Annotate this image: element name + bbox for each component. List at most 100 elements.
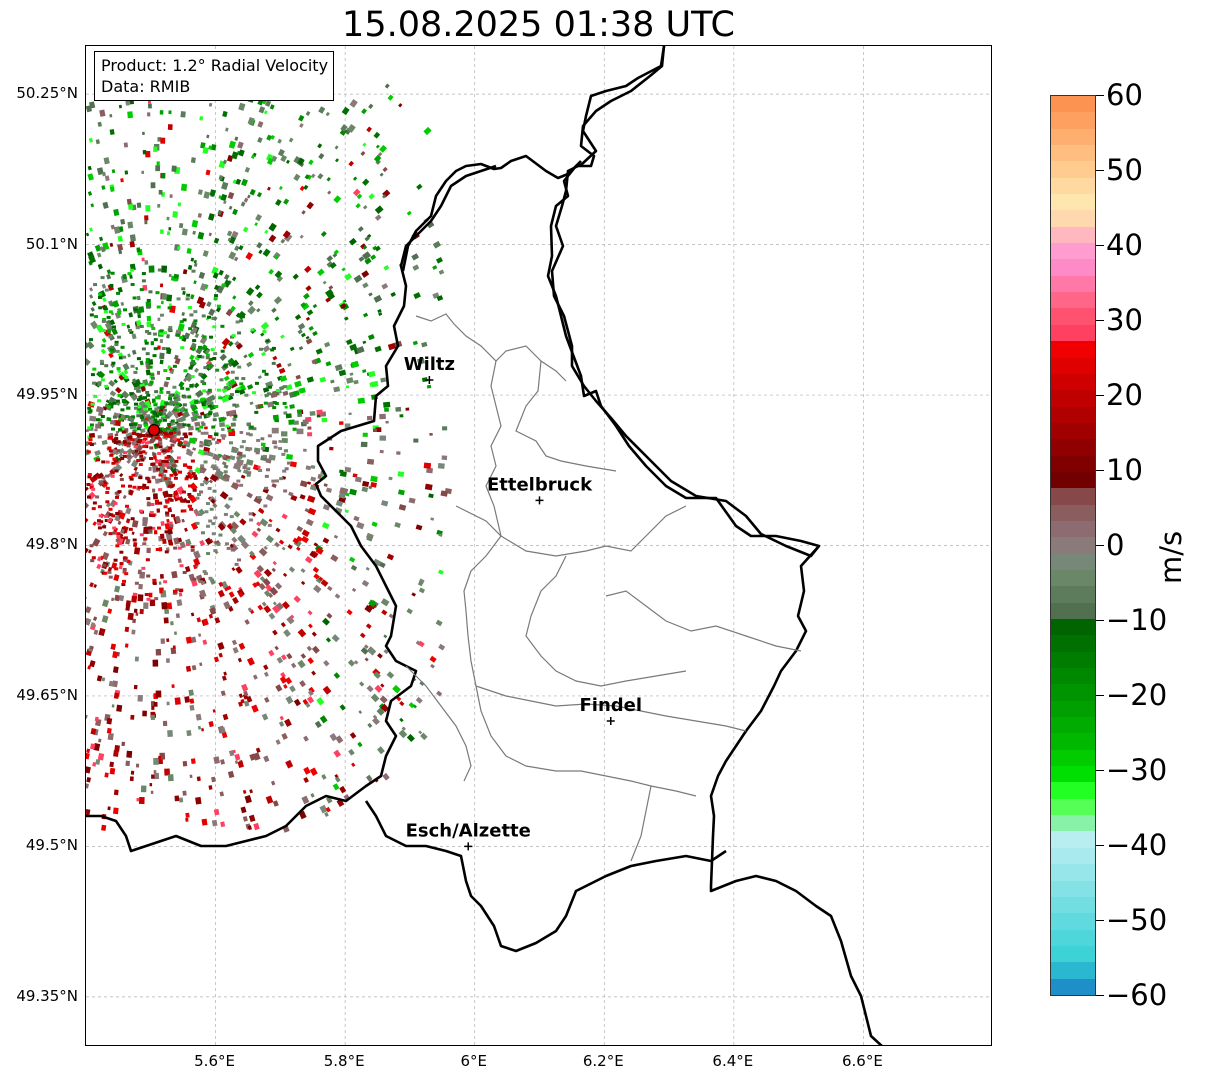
city-marker: Findel: [579, 695, 642, 726]
colorbar-segment: [1051, 717, 1095, 734]
colorbar-segment: [1051, 161, 1095, 178]
radar-site-marker: [147, 424, 161, 437]
colorbar-segment: [1051, 553, 1095, 570]
colorbar-segment: [1051, 733, 1095, 750]
colorbar-tick: [1096, 920, 1104, 921]
lon-tick-label: 6.4°E: [712, 1052, 754, 1070]
colorbar-tick: [1096, 695, 1104, 696]
colorbar-tick: [1096, 470, 1104, 471]
colorbar-tick: [1096, 995, 1104, 996]
colorbar-tick-label: −20: [1106, 678, 1168, 712]
colorbar-segment: [1051, 275, 1095, 293]
colorbar-segment: [1051, 537, 1095, 554]
colorbar-tick-label: −10: [1106, 603, 1168, 637]
colorbar-segment: [1051, 700, 1095, 718]
colorbar-segment: [1051, 847, 1095, 865]
lat-tick-label: 50.1°N: [25, 234, 78, 253]
colorbar-segment: [1051, 651, 1095, 669]
lon-tick-label: 6°E: [460, 1052, 487, 1070]
colorbar-segment: [1051, 194, 1095, 211]
country-border-north: [550, 46, 821, 558]
colorbar-segment: [1051, 422, 1095, 440]
city-marker: Ettelbruck: [487, 474, 593, 505]
colorbar-segment: [1051, 602, 1095, 619]
colorbar-segment: [1051, 357, 1095, 374]
cities: Wiltz Ettelbruck Findel Esch/Alzette: [404, 354, 642, 851]
country-border-west: [86, 164, 497, 853]
colorbar-tick-label: 20: [1106, 378, 1143, 412]
colorbar-segment: [1051, 880, 1095, 897]
colorbar-segment: [1051, 145, 1095, 162]
map-title: 15.08.2025 01:38 UTC: [342, 5, 735, 45]
lat-tick-label: 49.5°N: [25, 836, 78, 855]
city-marker: Esch/Alzette: [406, 820, 531, 851]
colorbar-segment: [1051, 831, 1095, 848]
border-north-lux: [401, 154, 582, 272]
colorbar-tick-label: 50: [1106, 153, 1143, 187]
product-label: Product: 1.2° Radial Velocity: [101, 56, 329, 75]
colorbar-segment: [1051, 586, 1095, 603]
colorbar-segment: [1051, 226, 1095, 244]
colorbar-segment: [1051, 292, 1095, 309]
colorbar-tick: [1096, 545, 1104, 546]
country-border: [546, 46, 883, 1045]
city-label: Ettelbruck: [487, 474, 593, 495]
city-crosshair: [606, 717, 615, 726]
colorbar-segment: [1051, 259, 1095, 276]
colorbar-segment: [1051, 749, 1095, 767]
lon-tick-label: 5.8°E: [323, 1052, 365, 1070]
colorbar-tick: [1096, 95, 1104, 96]
colorbar-segment: [1051, 569, 1095, 587]
velocity-colorbar: [1050, 95, 1096, 996]
city-label: Wiltz: [404, 354, 455, 375]
colorbar-segment: [1051, 520, 1095, 538]
lon-tick-label: 6.6°E: [842, 1052, 883, 1070]
colorbar-segment: [1051, 243, 1095, 260]
colorbar-segment: [1051, 668, 1095, 685]
colorbar-segment: [1051, 177, 1095, 195]
data-source-label: Data: RMIB: [101, 77, 191, 96]
lat-tick-label: 49.8°N: [25, 535, 78, 554]
colorbar-segment: [1051, 815, 1095, 832]
city-crosshair: [464, 842, 473, 851]
colorbar-tick: [1096, 170, 1104, 171]
radar-echoes: [86, 81, 452, 833]
colorbar-tick: [1096, 770, 1104, 771]
colorbar-tick-label: −30: [1106, 753, 1168, 787]
colorbar-tick-label: −60: [1106, 978, 1168, 1012]
map-canvas: Wiltz Ettelbruck Findel Esch/Alzette: [86, 46, 991, 1045]
colorbar-segment: [1051, 488, 1095, 505]
colorbar-segment: [1051, 782, 1095, 799]
colorbar-tick-label: −40: [1106, 828, 1168, 862]
colorbar-tick-label: 10: [1106, 453, 1143, 487]
colorbar-segment: [1051, 684, 1095, 701]
country-border-south: [364, 800, 727, 953]
colorbar-segment: [1051, 112, 1095, 129]
colorbar-segment: [1051, 929, 1095, 946]
lat-tick-label: 49.35°N: [16, 986, 78, 1005]
colorbar-tick-label: 30: [1106, 303, 1143, 337]
city-label: Findel: [579, 695, 642, 716]
lon-tick-label: 6.2°E: [582, 1052, 624, 1070]
colorbar-segment: [1051, 896, 1095, 914]
canton-boundaries: [405, 313, 802, 862]
colorbar-segment: [1051, 439, 1095, 456]
colorbar-segment: [1051, 766, 1095, 783]
colorbar-tick: [1096, 395, 1104, 396]
colorbar-segment: [1051, 619, 1095, 636]
colorbar-segment: [1051, 341, 1095, 358]
colorbar-tick-label: 40: [1106, 228, 1143, 262]
colorbar-tick: [1096, 245, 1104, 246]
radar-map[interactable]: Wiltz Ettelbruck Findel Esch/Alzette: [85, 45, 992, 1046]
colorbar-tick-label: −50: [1106, 903, 1168, 937]
colorbar-tick: [1096, 845, 1104, 846]
colorbar-tick: [1096, 320, 1104, 321]
lat-tick-label: 49.95°N: [16, 385, 78, 404]
colorbar-segment: [1051, 471, 1095, 489]
colorbar-tick-label: 0: [1106, 528, 1125, 562]
city-marker: Wiltz: [404, 354, 455, 385]
city-crosshair: [535, 496, 544, 505]
colorbar-segment: [1051, 962, 1095, 979]
colorbar-segment: [1051, 978, 1095, 995]
colorbar-segment: [1051, 455, 1095, 472]
